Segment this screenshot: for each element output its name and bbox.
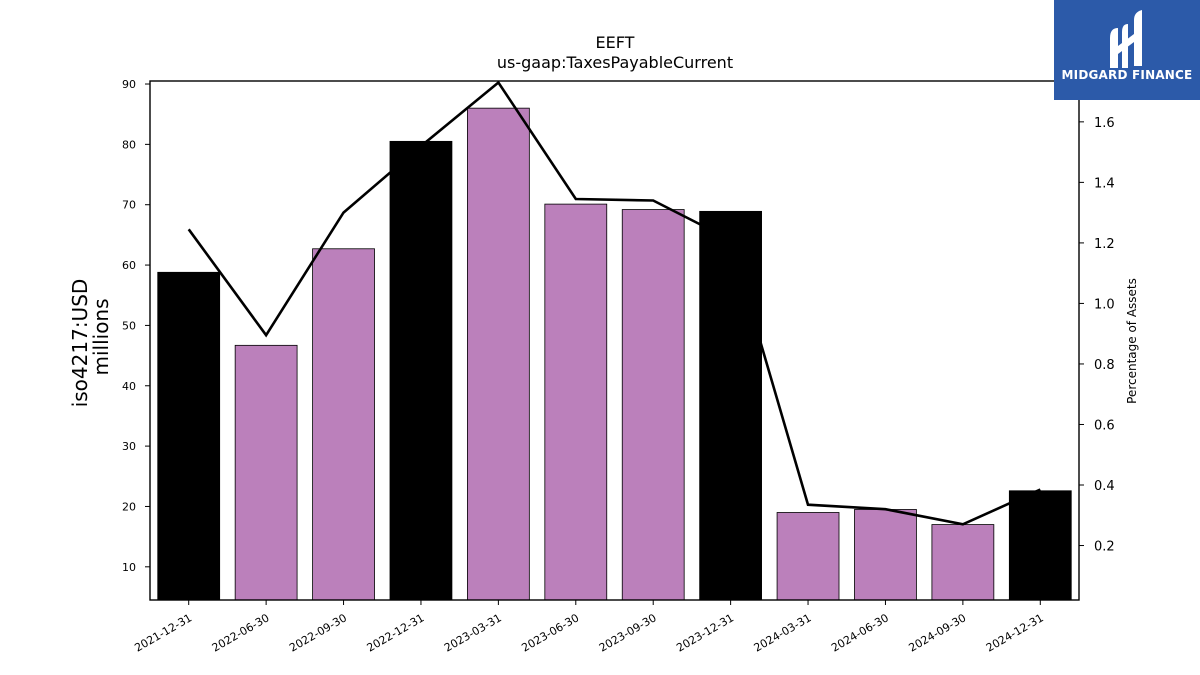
- y-axis-label-line2: millions: [89, 298, 113, 375]
- x-tick-label-2023-03-31: 2023-03-31: [442, 611, 504, 654]
- x-tick-label-2024-12-31: 2024-12-31: [984, 611, 1046, 654]
- bar-2024-03-31: [777, 512, 839, 600]
- bar-2024-06-30: [854, 509, 916, 600]
- y2-tick-label-1.4: 1.4: [1094, 176, 1115, 191]
- midgard-finance-logo: MIDGARD FINANCE: [1054, 0, 1200, 100]
- y-tick-label-90: 90: [122, 78, 136, 91]
- x-tick-label-2023-12-31: 2023-12-31: [674, 611, 736, 654]
- bar-2023-06-30: [545, 204, 607, 600]
- x-tick-label-2024-09-30: 2024-09-30: [907, 611, 969, 654]
- bar-2024-09-30: [932, 525, 994, 600]
- y2-tick-label-0.6: 0.6: [1094, 418, 1115, 433]
- bar-2024-12-31: [1009, 491, 1071, 600]
- bar-2022-09-30: [313, 249, 375, 600]
- bars-layer: [158, 108, 1072, 600]
- bar-2023-03-31: [467, 108, 529, 600]
- y-tick-label-10: 10: [122, 561, 136, 574]
- y-tick-label-60: 60: [122, 259, 136, 272]
- y2-tick-label-1: 1.0: [1094, 297, 1115, 312]
- logo-text: MIDGARD FINANCE: [1054, 68, 1200, 82]
- y2-tick-label-0.4: 0.4: [1094, 479, 1115, 494]
- y-tick-label-50: 50: [122, 319, 136, 332]
- y2-tick-label-1.6: 1.6: [1094, 116, 1115, 131]
- y-tick-label-40: 40: [122, 380, 136, 393]
- chart-subtitle: us-gaap:TaxesPayableCurrent: [497, 53, 733, 72]
- y-tick-label-80: 80: [122, 138, 136, 151]
- y2-axis-label: Percentage of Assets: [1125, 278, 1139, 404]
- x-tick-label-2021-12-31: 2021-12-31: [132, 611, 194, 654]
- x-tick-label-2023-06-30: 2023-06-30: [519, 611, 581, 654]
- y-tick-label-70: 70: [122, 199, 136, 212]
- bar-2023-12-31: [700, 211, 762, 600]
- bar-2022-06-30: [235, 345, 297, 600]
- y2-tick-label-0.8: 0.8: [1094, 358, 1115, 373]
- x-tick-label-2022-09-30: 2022-09-30: [287, 611, 349, 654]
- chart-title: EEFT: [596, 33, 635, 52]
- bar-2023-09-30: [622, 210, 684, 600]
- chart: EEFT us-gaap:TaxesPayableCurrent 10 20 30 4…: [0, 0, 1200, 675]
- y2-tick-label-1.2: 1.2: [1094, 237, 1115, 252]
- x-tick-label-2024-06-30: 2024-06-30: [829, 611, 891, 654]
- y-tick-label-20: 20: [122, 500, 136, 513]
- x-tick-label-2024-03-31: 2024-03-31: [752, 611, 814, 654]
- bar-2021-12-31: [158, 272, 220, 600]
- x-tick-label-2023-09-30: 2023-09-30: [597, 611, 659, 654]
- logo-mark-icon: [1104, 10, 1150, 74]
- x-tick-label-2022-12-31: 2022-12-31: [365, 611, 427, 654]
- bar-2022-12-31: [390, 141, 452, 600]
- y-tick-label-30: 30: [122, 440, 136, 453]
- x-tick-label-2022-06-30: 2022-06-30: [210, 611, 272, 654]
- y2-tick-label-0.2: 0.2: [1094, 540, 1115, 555]
